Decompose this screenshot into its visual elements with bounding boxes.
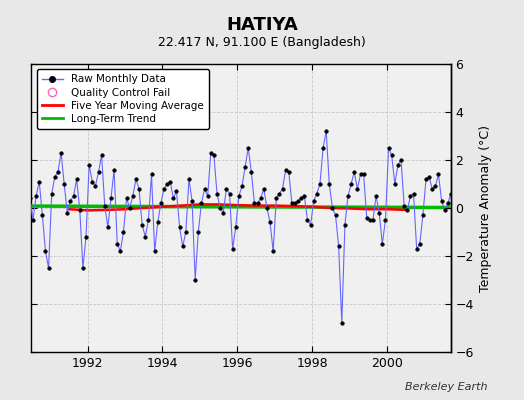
Text: HATIYA: HATIYA bbox=[226, 16, 298, 34]
Legend: Raw Monthly Data, Quality Control Fail, Five Year Moving Average, Long-Term Tren: Raw Monthly Data, Quality Control Fail, … bbox=[37, 69, 209, 129]
Y-axis label: Temperature Anomaly (°C): Temperature Anomaly (°C) bbox=[479, 124, 493, 292]
Text: Berkeley Earth: Berkeley Earth bbox=[405, 382, 487, 392]
Text: 22.417 N, 91.100 E (Bangladesh): 22.417 N, 91.100 E (Bangladesh) bbox=[158, 36, 366, 49]
